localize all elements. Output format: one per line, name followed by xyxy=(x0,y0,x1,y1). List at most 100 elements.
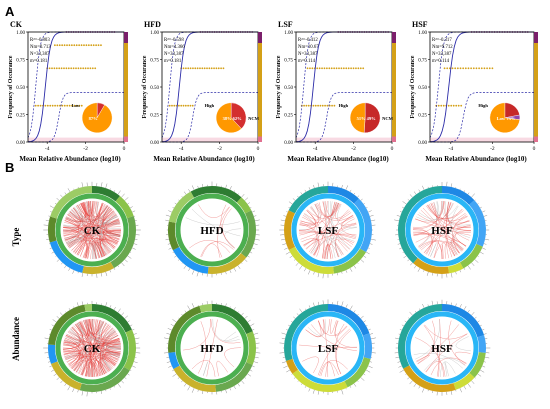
abundance-bar xyxy=(177,377,180,379)
abundance-bar xyxy=(482,210,486,213)
network-edge xyxy=(67,205,83,221)
abundance-bar xyxy=(117,190,121,195)
network-edge xyxy=(326,238,355,259)
scatter-point xyxy=(171,104,173,107)
abundance-bar xyxy=(288,207,291,209)
scatter-point xyxy=(49,104,52,107)
outer-ring-segment xyxy=(344,357,371,388)
network-edge xyxy=(416,324,460,363)
network-edge xyxy=(85,201,121,237)
abundance-bar xyxy=(244,315,248,319)
scatter-point xyxy=(60,67,63,70)
scatter-point xyxy=(54,104,56,107)
network-edge xyxy=(309,207,352,247)
network-edge xyxy=(327,224,357,259)
network-edge xyxy=(102,343,121,373)
abundance-bar xyxy=(474,199,476,201)
abundance-bar xyxy=(463,385,467,390)
outer-ring-segment xyxy=(48,304,86,346)
network-edge xyxy=(454,351,471,365)
network-edge xyxy=(63,234,80,247)
pie-label: High xyxy=(205,103,215,108)
network-edge xyxy=(206,319,218,377)
abundance-bar xyxy=(401,324,405,327)
abundance-bar xyxy=(402,251,405,253)
abundance-bar xyxy=(291,373,293,375)
stat-text: Nm=0.713 xyxy=(30,45,51,50)
abundance-bar xyxy=(244,377,247,379)
network-label: HFD xyxy=(200,225,223,237)
outer-ring-segment xyxy=(207,253,247,275)
network-edge xyxy=(63,201,91,232)
outer-ring-segment xyxy=(328,304,370,336)
outer-ring-segment xyxy=(168,305,202,353)
abundance-bar xyxy=(181,262,183,264)
network-edge xyxy=(445,201,453,258)
network-edge xyxy=(86,328,114,377)
pie-label: 87% xyxy=(89,116,99,121)
scatter-point xyxy=(80,104,83,107)
abundance-bar xyxy=(471,380,475,384)
network-edge xyxy=(455,216,470,225)
side-strip-top xyxy=(124,32,128,43)
network-edge xyxy=(300,216,315,225)
network-edge xyxy=(106,346,121,356)
network-edge xyxy=(318,319,330,335)
network-edge xyxy=(430,201,442,217)
network-edge xyxy=(322,201,354,245)
network-edge xyxy=(299,210,316,227)
outer-ring-segment xyxy=(92,186,120,202)
abundance-bar xyxy=(341,271,343,274)
abundance-bar xyxy=(233,190,236,193)
x-tick-label: 0 xyxy=(533,146,536,152)
network-edge xyxy=(417,320,436,364)
scatter-point xyxy=(75,44,78,47)
scatter-point xyxy=(87,44,90,47)
network-edge xyxy=(413,227,433,256)
abundance-bar xyxy=(360,315,364,319)
network-edge xyxy=(455,336,471,352)
pie-slice xyxy=(215,102,242,133)
abundance-bar xyxy=(55,255,57,257)
network-edge xyxy=(65,354,118,362)
y-tick-label: 1.00 xyxy=(150,31,159,36)
network-edge xyxy=(456,225,471,229)
scatter-point xyxy=(357,67,360,70)
abundance-bar xyxy=(167,243,171,245)
scatter-point xyxy=(488,67,491,70)
abundance-bar xyxy=(247,373,252,377)
abundance-bar xyxy=(165,238,170,241)
network-edge xyxy=(81,203,121,236)
network-edge xyxy=(79,321,110,371)
scatter-point xyxy=(459,67,462,70)
scatter-point xyxy=(87,67,89,70)
network-edge xyxy=(198,204,230,218)
abundance-bar xyxy=(181,380,183,383)
ncm-chart-svg: Frequency of Occurance 1.00 0.75 0.50 0.25 0.… xyxy=(410,31,538,163)
scatter-point xyxy=(51,104,54,107)
network-edge xyxy=(103,325,121,348)
network-edge xyxy=(76,319,94,373)
network-edge xyxy=(413,352,463,369)
x-tick-label: 0 xyxy=(391,146,394,152)
ncm-plot-lsf: LSF Frequency of Occurance 1.00 0.75 0.50 0.… xyxy=(274,20,404,164)
abundance-bar xyxy=(395,356,400,359)
abundance-bar xyxy=(308,270,311,275)
scatter-point xyxy=(455,104,458,107)
scatter-point xyxy=(467,67,470,70)
scatter-point xyxy=(325,67,328,70)
abundance-bar xyxy=(127,202,130,205)
network-label: CK xyxy=(84,225,101,237)
scatter-point xyxy=(48,67,51,70)
scatter-point xyxy=(68,104,71,107)
scatter-point xyxy=(66,104,69,107)
outer-ring-segment xyxy=(292,369,348,392)
stat-text: N=33,387 xyxy=(298,52,318,57)
abundance-bar xyxy=(81,390,84,396)
x-tick-label: -4 xyxy=(313,146,318,152)
x-tick-label: -4 xyxy=(45,146,50,152)
network-diagram: HFD xyxy=(165,181,260,278)
y-tick-label: 0.00 xyxy=(284,141,293,146)
network-edge xyxy=(335,323,345,375)
abundance-bar xyxy=(244,259,248,262)
